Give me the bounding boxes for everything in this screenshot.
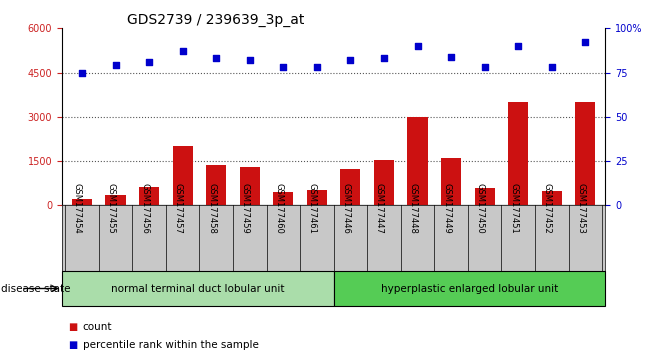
Text: count: count: [83, 322, 112, 332]
Point: [178, 48, 188, 54]
Point: [211, 56, 221, 61]
Bar: [72, 199, 92, 205]
Point: [144, 59, 154, 65]
Text: GSM177446: GSM177446: [341, 183, 350, 234]
Text: GSM177457: GSM177457: [174, 183, 183, 234]
Bar: [374, 160, 394, 205]
Bar: [105, 195, 126, 205]
Text: GSM177458: GSM177458: [207, 183, 216, 234]
Text: GDS2739 / 239639_3p_at: GDS2739 / 239639_3p_at: [127, 13, 305, 27]
Bar: [334, 271, 605, 306]
Text: normal terminal duct lobular unit: normal terminal duct lobular unit: [111, 284, 284, 293]
Point: [77, 70, 87, 75]
Bar: [240, 167, 260, 205]
Text: GSM177448: GSM177448: [409, 183, 417, 234]
Bar: [173, 146, 193, 205]
Bar: [575, 102, 596, 205]
Bar: [508, 102, 528, 205]
Text: GSM177452: GSM177452: [543, 183, 552, 234]
Point: [245, 57, 255, 63]
Point: [278, 64, 288, 70]
Text: hyperplastic enlarged lobular unit: hyperplastic enlarged lobular unit: [381, 284, 558, 293]
Bar: [139, 187, 159, 205]
Text: GSM177453: GSM177453: [576, 183, 585, 234]
Point: [479, 64, 490, 70]
Point: [345, 57, 355, 63]
Text: GSM177461: GSM177461: [308, 183, 317, 234]
Text: GSM177459: GSM177459: [241, 183, 250, 234]
Text: GSM177451: GSM177451: [509, 183, 518, 234]
Text: GSM177449: GSM177449: [442, 183, 451, 234]
Bar: [273, 192, 294, 205]
Bar: [307, 190, 327, 205]
Point: [110, 63, 120, 68]
Bar: [542, 191, 562, 205]
Point: [547, 64, 557, 70]
Point: [412, 43, 422, 49]
Bar: [206, 166, 227, 205]
Text: ■: ■: [68, 340, 77, 350]
Text: percentile rank within the sample: percentile rank within the sample: [83, 340, 258, 350]
Text: GSM177456: GSM177456: [140, 183, 149, 234]
Text: GSM177454: GSM177454: [73, 183, 82, 234]
Text: GSM177460: GSM177460: [274, 183, 283, 234]
Text: GSM177447: GSM177447: [375, 183, 384, 234]
Text: GSM177455: GSM177455: [107, 183, 115, 234]
Point: [580, 40, 590, 45]
Point: [513, 43, 523, 49]
Point: [446, 54, 456, 59]
Text: disease state: disease state: [1, 284, 71, 293]
Text: GSM177450: GSM177450: [476, 183, 484, 234]
Bar: [62, 271, 334, 306]
Bar: [441, 158, 461, 205]
Point: [379, 56, 389, 61]
Point: [312, 64, 322, 70]
Text: ■: ■: [68, 322, 77, 332]
Bar: [475, 188, 495, 205]
Bar: [408, 117, 428, 205]
Bar: [340, 169, 361, 205]
